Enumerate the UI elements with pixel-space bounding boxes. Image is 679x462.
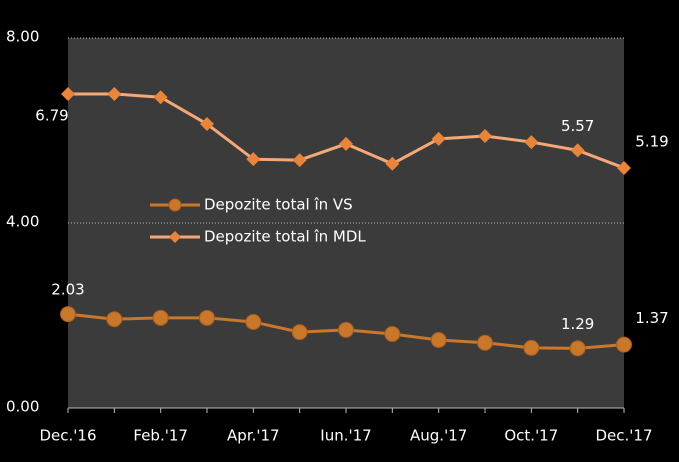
marker: [569, 340, 586, 357]
marker: [431, 131, 446, 146]
data-label: 5.57: [561, 117, 594, 135]
marker: [292, 153, 307, 168]
marker: [106, 311, 123, 328]
legend-label: Depozite total în VS: [204, 196, 353, 214]
marker: [245, 313, 262, 330]
data-label: 1.37: [635, 309, 668, 327]
marker: [430, 332, 447, 349]
marker: [152, 309, 169, 326]
y-tick-label: 8.00: [6, 28, 39, 46]
marker: [338, 321, 354, 338]
data-label: 5.19: [635, 132, 668, 150]
x-tick-label: Dec.'16: [39, 427, 96, 445]
y-tick-label: 4.00: [6, 213, 39, 231]
data-label: 2.03: [51, 281, 84, 299]
marker: [339, 136, 353, 151]
data-label: 6.79: [35, 106, 68, 124]
marker: [478, 129, 492, 144]
legend-marker: [169, 231, 181, 243]
marker: [246, 152, 261, 167]
marker: [477, 334, 493, 351]
x-tick-label: Dec.'17: [595, 427, 652, 445]
x-tick-label: Feb.'17: [133, 427, 188, 445]
plot-area: [68, 38, 624, 408]
marker: [199, 309, 215, 326]
x-tick-label: Oct.'17: [504, 427, 558, 445]
x-tick-label: Apr.'17: [227, 427, 280, 445]
x-tick-label: Iun.'17: [320, 427, 371, 445]
marker: [524, 135, 539, 150]
marker: [616, 336, 632, 353]
y-tick-label: 0.00: [6, 398, 39, 416]
marker: [384, 326, 401, 342]
marker: [200, 117, 214, 132]
data-label: 1.29: [561, 315, 594, 333]
marker: [291, 324, 308, 341]
marker: [107, 86, 122, 101]
x-tick-label: Aug.'17: [410, 427, 467, 445]
marker: [61, 86, 75, 101]
marker: [385, 156, 400, 171]
legend-label: Depozite total în MDL: [204, 228, 366, 246]
marker: [153, 90, 168, 105]
marker: [617, 160, 631, 175]
legend-marker: [168, 198, 182, 212]
marker: [523, 339, 540, 356]
marker: [570, 143, 585, 158]
marker: [60, 306, 76, 323]
